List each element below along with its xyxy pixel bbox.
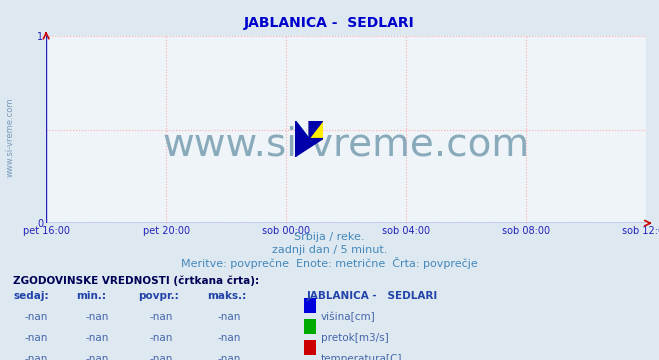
Text: povpr.:: povpr.: xyxy=(138,291,179,301)
Text: -nan: -nan xyxy=(86,333,109,343)
Text: -nan: -nan xyxy=(24,312,48,322)
Text: www.si-vreme.com: www.si-vreme.com xyxy=(5,97,14,176)
Text: sedaj:: sedaj: xyxy=(13,291,49,301)
Text: -nan: -nan xyxy=(217,354,241,360)
Polygon shape xyxy=(295,121,309,157)
Text: -nan: -nan xyxy=(217,333,241,343)
Text: zadnji dan / 5 minut.: zadnji dan / 5 minut. xyxy=(272,245,387,255)
Text: -nan: -nan xyxy=(86,312,109,322)
Polygon shape xyxy=(295,121,323,157)
Text: -nan: -nan xyxy=(217,312,241,322)
Text: -nan: -nan xyxy=(150,333,173,343)
Text: višina[cm]: višina[cm] xyxy=(321,312,376,322)
Text: temperatura[C]: temperatura[C] xyxy=(321,354,403,360)
Text: www.si-vreme.com: www.si-vreme.com xyxy=(162,126,530,163)
Text: ZGODOVINSKE VREDNOSTI (črtkana črta):: ZGODOVINSKE VREDNOSTI (črtkana črta): xyxy=(13,275,259,286)
Text: Srbija / reke.: Srbija / reke. xyxy=(295,232,364,242)
Text: JABLANICA -  SEDLARI: JABLANICA - SEDLARI xyxy=(244,16,415,30)
Text: JABLANICA -   SEDLARI: JABLANICA - SEDLARI xyxy=(306,291,438,301)
Text: -nan: -nan xyxy=(150,354,173,360)
Text: -nan: -nan xyxy=(24,354,48,360)
Text: -nan: -nan xyxy=(86,354,109,360)
Text: maks.:: maks.: xyxy=(208,291,247,301)
Polygon shape xyxy=(309,121,323,139)
Text: Meritve: povprečne  Enote: metrične  Črta: povprečje: Meritve: povprečne Enote: metrične Črta:… xyxy=(181,257,478,269)
Polygon shape xyxy=(309,121,323,139)
Text: min.:: min.: xyxy=(76,291,106,301)
Text: -nan: -nan xyxy=(24,333,48,343)
Text: -nan: -nan xyxy=(150,312,173,322)
Polygon shape xyxy=(295,139,309,157)
Text: pretok[m3/s]: pretok[m3/s] xyxy=(321,333,389,343)
